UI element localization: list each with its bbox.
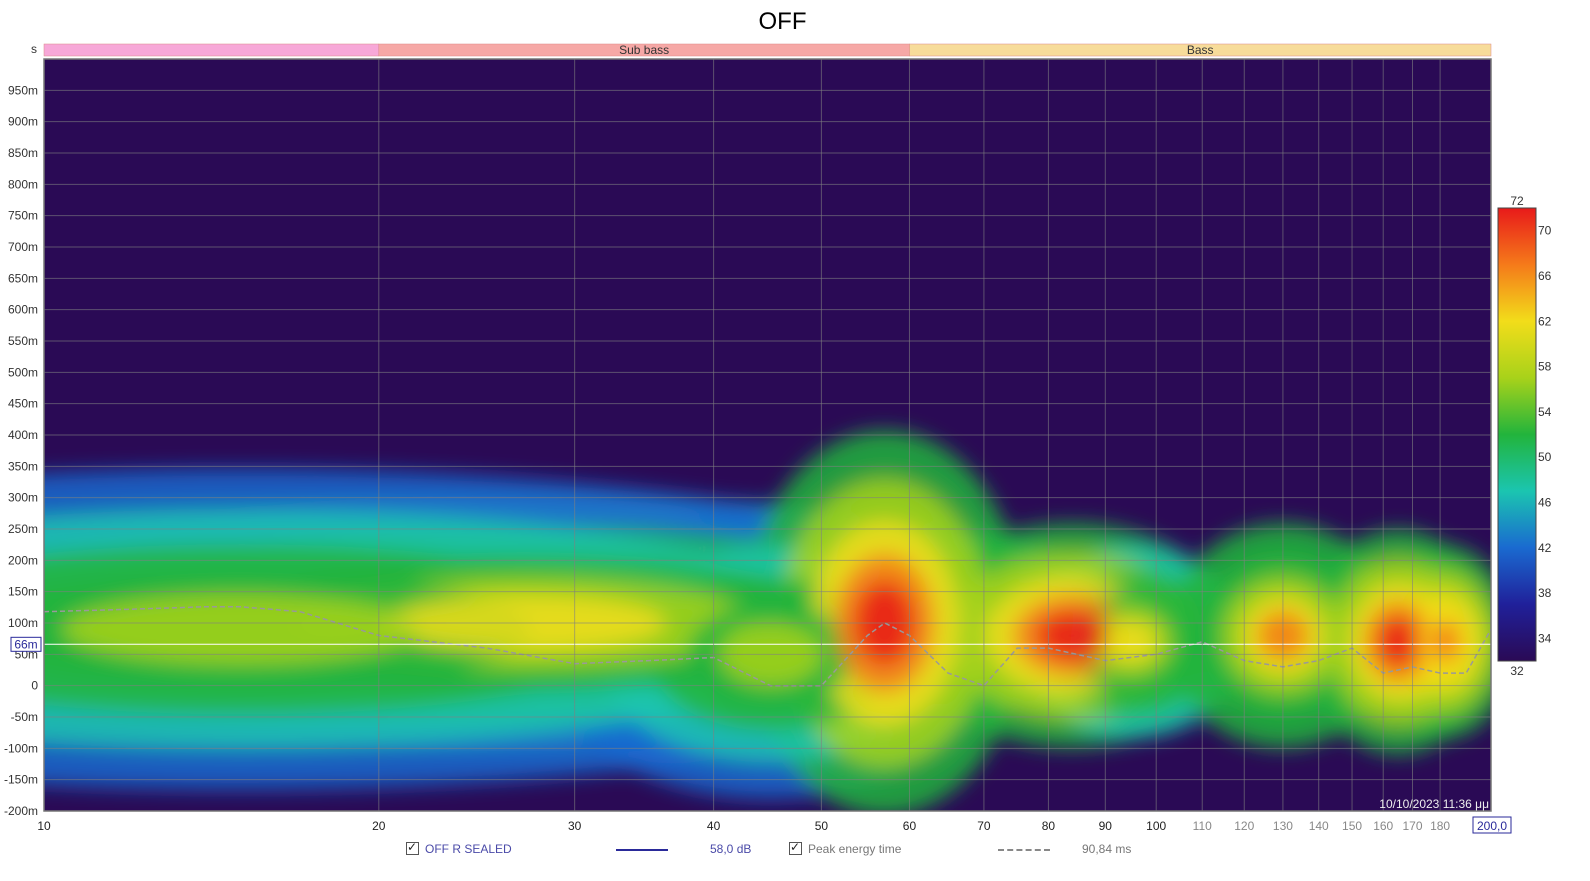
x-tick-label: 110 [1193, 819, 1212, 833]
band-label-1: Sub bass [619, 43, 669, 57]
series-1-checkbox[interactable] [406, 840, 419, 855]
cursor-label-box [10, 636, 42, 652]
y-tick-label: 100m [8, 616, 38, 630]
y-tick-label: -200m [4, 804, 38, 818]
y-tick-label: 200m [8, 553, 38, 567]
y-tick-label: 500m [8, 365, 38, 379]
x-tick-label: 40 [707, 819, 721, 833]
x-tick-label: 160 [1373, 819, 1393, 833]
color-bar-tick-label: 50 [1538, 450, 1552, 464]
series-2-checkbox[interactable] [789, 840, 802, 855]
series-2-line-swatch [998, 849, 1050, 851]
frequency-bands: Sub bass Bass [43, 43, 1492, 57]
y-tick-label: 300m [8, 491, 38, 505]
y-tick-label: 900m [8, 115, 38, 129]
legend-series-2[interactable]: Peak energy time [789, 840, 902, 856]
timestamp: 10/10/2023 11:36 μμ [1379, 797, 1489, 811]
y-tick-label: 850m [8, 146, 38, 160]
y-tick-label: -50m [11, 710, 38, 724]
y-tick-label: 0 [31, 679, 38, 693]
color-bar-tick-label: 46 [1538, 495, 1552, 509]
color-scale: 72 32 70 66 62 58 54 50 46 42 38 34 [1497, 194, 1552, 678]
band-label-2: Bass [1187, 43, 1214, 57]
y-tick-label: 600m [8, 303, 38, 317]
series-1-name: OFF R SEALED [425, 842, 512, 856]
cursor-label: 66m [14, 637, 37, 651]
plot-area[interactable] [0, 59, 1515, 816]
y-tick-label: 150m [8, 585, 38, 599]
heat-field [44, 430, 1491, 811]
y-tick-label: 650m [8, 271, 38, 285]
x-tick-label: 100 [1146, 819, 1166, 833]
band-2 [909, 43, 1492, 57]
y-tick-label: -150m [4, 773, 38, 787]
color-bar-min-label: 32 [1510, 664, 1524, 678]
y-tick-label: 800m [8, 177, 38, 191]
y-tick-label: 950m [8, 83, 38, 97]
heat-blob-4-1 [62, 594, 418, 665]
x-tick-label: 130 [1273, 819, 1293, 833]
color-bar [1497, 207, 1537, 662]
x-tick-label: 60 [903, 819, 917, 833]
y-tick-label: 400m [8, 428, 38, 442]
y-tick-label: 350m [8, 459, 38, 473]
x-tick-label: 170 [1402, 819, 1422, 833]
x-tick-label: 50 [815, 819, 829, 833]
heat-blob-4-8 [1430, 620, 1461, 663]
y-unit-label: s [31, 42, 37, 56]
x-tick-label: 140 [1309, 819, 1329, 833]
color-bar-tick-label: 70 [1538, 224, 1552, 238]
x-tick-label: 30 [568, 819, 582, 833]
color-bar-tick-label: 42 [1538, 541, 1552, 555]
y-tick-label: 750m [8, 209, 38, 223]
series-1-line-swatch [616, 849, 668, 851]
y-tick-label: -100m [4, 741, 38, 755]
plot-border [43, 58, 1492, 812]
x-end-label-box [1472, 816, 1512, 834]
x-tick-label: 20 [372, 819, 386, 833]
x-tick-label: 10 [37, 819, 51, 833]
color-bar-tick-label: 62 [1538, 314, 1552, 328]
x-end-label: 200,0 [1477, 819, 1507, 833]
y-tick-label: 250m [8, 522, 38, 536]
y-tick-label: 700m [8, 240, 38, 254]
series-2-name: Peak energy time [808, 842, 902, 856]
x-tick-label: 120 [1234, 819, 1254, 833]
band-0 [43, 43, 380, 57]
color-bar-tick-label: 58 [1538, 360, 1552, 374]
series-2-value: 90,84 ms [1082, 842, 1132, 856]
heat-blob-4-5 [1106, 620, 1157, 663]
color-bar-max-label: 72 [1510, 194, 1524, 208]
color-bar-tick-label: 38 [1538, 586, 1552, 600]
color-bar-tick-label: 54 [1538, 405, 1552, 419]
axes: s950m900m850m800m750m700m650m600m550m500… [4, 42, 1512, 834]
y-tick-label: 450m [8, 397, 38, 411]
grid [43, 58, 1492, 812]
x-tick-label: 90 [1099, 819, 1113, 833]
x-tick-label: 180 [1430, 819, 1450, 833]
color-bar-tick-label: 34 [1538, 631, 1552, 645]
y-tick-label: 550m [8, 334, 38, 348]
color-bar-tick-label: 66 [1538, 269, 1552, 283]
series-1-value: 58,0 dB [710, 842, 752, 856]
x-tick-label: 70 [977, 819, 991, 833]
x-tick-label: 150 [1342, 819, 1362, 833]
chart-title: OFF [758, 8, 807, 35]
x-tick-label: 80 [1042, 819, 1056, 833]
legend-series-1[interactable]: OFF R SEALED [406, 840, 512, 856]
